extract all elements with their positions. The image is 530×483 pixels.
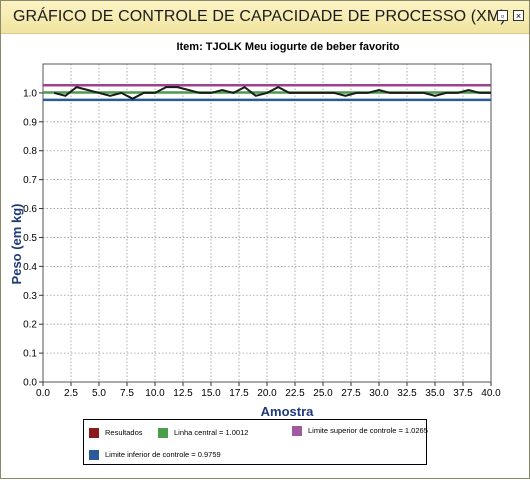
legend-label-center: Linha central = 1.0012 — [174, 428, 249, 437]
axes: 0.0 2.5 5.0 7.5 10.0 12.5 15.0 17.5 20.0 22.5 25.0… — [23, 63, 501, 399]
y-tick-label: 0.5 — [23, 233, 37, 244]
x-tick-label: 17.5 — [229, 388, 249, 399]
legend-swatch-center — [158, 428, 168, 438]
control-chart: Item: TJOLK Meu iogurte de beber favorit… — [9, 41, 501, 419]
y-tick-label: 0.1 — [23, 349, 37, 360]
series-lines — [43, 83, 491, 102]
legend-swatch-results — [89, 428, 99, 438]
title-bar: GRÁFICO DE CONTROLE DE CAPACIDADE DE PRO… — [1, 1, 529, 34]
x-tick-label: 12.5 — [173, 388, 193, 399]
x-tick-label: 32.5 — [397, 388, 417, 399]
y-tick-label: 0.7 — [23, 175, 37, 186]
x-tick-label: 0.0 — [36, 388, 50, 399]
chart-title: Item: TJOLK Meu iogurte de beber favorit… — [176, 41, 399, 53]
x-tick-label: 30.0 — [369, 388, 389, 399]
x-tick-label: 7.5 — [120, 388, 134, 399]
x-tick-label: 5.0 — [92, 388, 106, 399]
y-tick-label: 0.6 — [23, 204, 37, 215]
grid — [42, 64, 492, 383]
x-tick-label: 15.0 — [201, 388, 221, 399]
x-tick-label: 2.5 — [64, 388, 78, 399]
x-tick-label: 20.0 — [257, 388, 277, 399]
x-tick-label: 40.0 — [481, 388, 501, 399]
legend-swatch-upper — [292, 426, 302, 436]
x-tick-label: 37.5 — [453, 388, 473, 399]
y-tick-label: 0.9 — [23, 117, 37, 128]
chart-legend: Resultados Linha central = 1.0012 Limite… — [83, 419, 428, 465]
y-tick-label: 0.2 — [23, 320, 37, 331]
y-tick-label: 0.4 — [23, 262, 37, 273]
legend-label-results: Resultados — [105, 428, 143, 437]
y-axis-label: Peso (em kg) — [9, 204, 24, 285]
legend-swatch-lower — [89, 450, 99, 460]
legend-label-lower: Limite inferior de controle = 0.9759 — [105, 450, 221, 459]
x-tick-label: 25.0 — [313, 388, 333, 399]
x-tick-label: 27.5 — [341, 388, 361, 399]
minimize-icon[interactable]: ▫ — [497, 10, 508, 21]
legend-label-upper: Limite superior de controle = 1.0265 — [308, 426, 428, 435]
y-tick-label: 1.0 — [23, 88, 37, 99]
y-tick-label: 0.0 — [23, 378, 37, 389]
results-line — [53, 85, 491, 100]
y-tick-label: 0.8 — [23, 146, 37, 157]
x-tick-label: 10.0 — [145, 388, 165, 399]
chart-area: Item: TJOLK Meu iogurte de beber favorit… — [1, 34, 529, 478]
x-axis-label: Amostra — [261, 404, 315, 419]
window-title: GRÁFICO DE CONTROLE DE CAPACIDADE DE PRO… — [13, 8, 506, 25]
x-tick-label: 22.5 — [285, 388, 305, 399]
y-tick-label: 0.3 — [23, 291, 37, 302]
close-icon[interactable]: × — [513, 10, 524, 21]
x-tick-label: 35.0 — [425, 388, 445, 399]
